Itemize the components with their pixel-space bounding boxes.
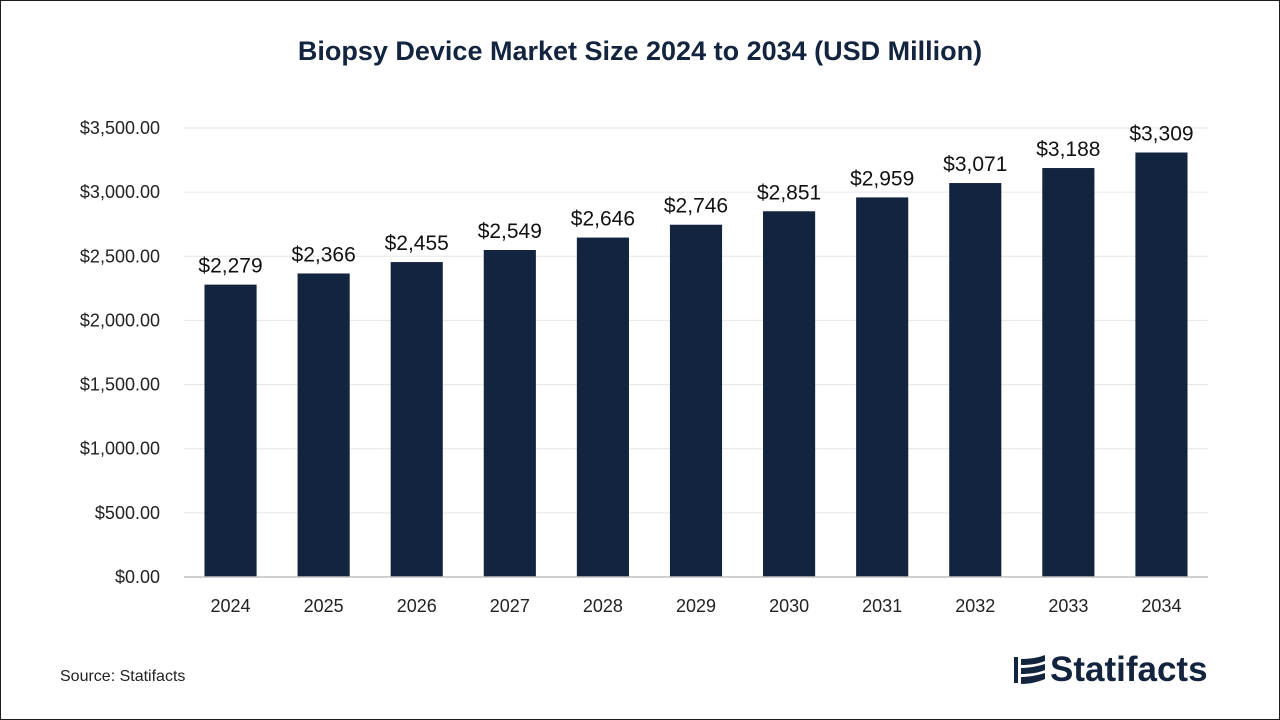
bar [204, 284, 257, 577]
bar [763, 211, 816, 577]
x-tick-label: 2032 [955, 596, 995, 616]
x-tick-label: 2027 [490, 596, 530, 616]
data-label: $2,549 [478, 220, 542, 243]
bar [297, 273, 350, 577]
bar [483, 249, 536, 578]
x-tick-label: 2025 [304, 596, 344, 616]
source-note: Source: Statifacts [60, 668, 186, 685]
brand-logo: Statifacts [1012, 650, 1208, 690]
data-label: $2,455 [385, 232, 449, 255]
x-tick-label: 2029 [676, 596, 716, 616]
y-tick-label: $1,000.00 [80, 439, 160, 459]
x-tick-label: 2028 [583, 596, 623, 616]
data-label: $3,188 [1036, 138, 1100, 161]
y-tick-label: $1,500.00 [80, 375, 160, 395]
data-label: $3,071 [943, 153, 1007, 176]
data-label: $2,959 [850, 167, 914, 190]
chart-title: Biopsy Device Market Size 2024 to 2034 (… [297, 36, 983, 66]
y-tick-label: $500.00 [95, 503, 160, 523]
y-tick-label: $2,000.00 [80, 310, 160, 330]
x-tick-label: 2030 [769, 596, 809, 616]
bar [1135, 152, 1188, 578]
bar [949, 183, 1002, 577]
y-tick-label: $3,000.00 [80, 182, 160, 202]
data-label: $3,309 [1129, 123, 1193, 146]
data-label: $2,279 [198, 255, 262, 278]
y-tick-label: $0.00 [115, 567, 160, 587]
x-tick-label: 2033 [1048, 596, 1088, 616]
y-tick-label: $3,500.00 [80, 118, 160, 138]
statifacts-logo-icon [1012, 653, 1046, 687]
x-tick-label: 2034 [1141, 596, 1181, 616]
y-tick-label: $2,500.00 [80, 246, 160, 266]
bar [669, 224, 723, 578]
data-label: $2,851 [757, 181, 821, 204]
bar [856, 197, 909, 577]
bar [390, 262, 443, 577]
x-tick-label: 2024 [211, 596, 251, 616]
data-label: $2,366 [292, 243, 356, 266]
data-label: $2,746 [664, 195, 728, 218]
x-tick-label: 2026 [397, 596, 437, 616]
brand-name: Statifacts [1050, 650, 1208, 689]
bar [1042, 168, 1095, 577]
data-label: $2,646 [571, 208, 635, 231]
bar [576, 237, 629, 577]
x-tick-label: 2031 [862, 596, 902, 616]
